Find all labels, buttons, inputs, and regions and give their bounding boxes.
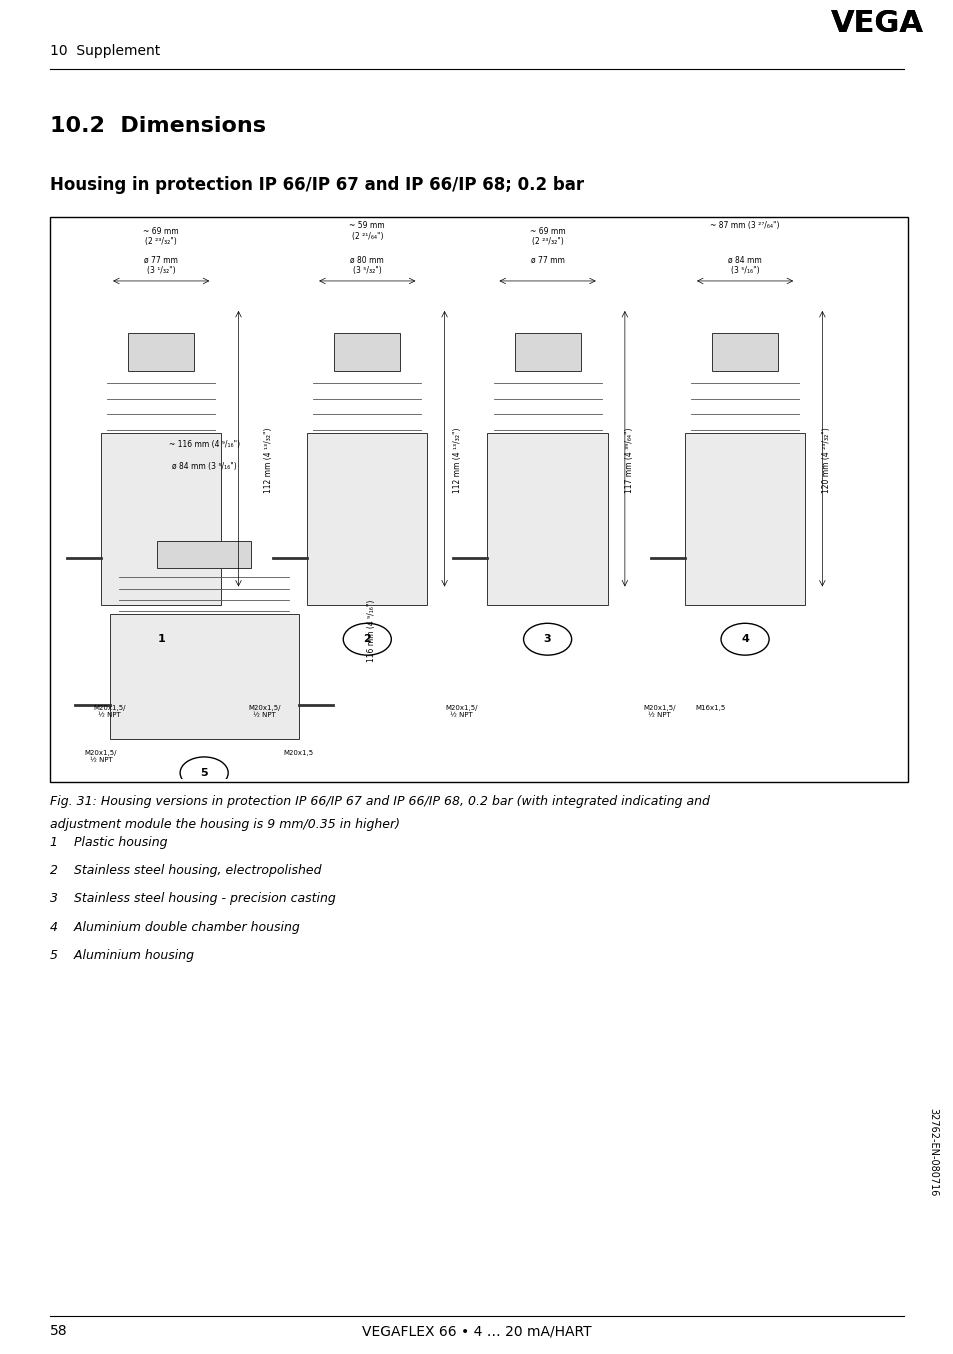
Text: M20x1,5/
½ NPT: M20x1,5/ ½ NPT — [248, 704, 280, 718]
Text: M20x1,5/
½ NPT: M20x1,5/ ½ NPT — [642, 704, 675, 718]
Text: 58: 58 — [50, 1324, 67, 1338]
Text: VEGA: VEGA — [832, 11, 925, 41]
Text: 3: 3 — [543, 634, 551, 645]
FancyBboxPatch shape — [307, 433, 427, 605]
Text: M20x1,5: M20x1,5 — [283, 750, 314, 756]
Text: adjustment module the housing is 9 mm/0.35 in higher): adjustment module the housing is 9 mm/0.… — [50, 818, 399, 831]
Text: 120 mm (4 ²³/₃₂"): 120 mm (4 ²³/₃₂") — [821, 428, 830, 493]
FancyBboxPatch shape — [101, 433, 221, 605]
Text: VEGA: VEGA — [830, 8, 923, 38]
Text: ~ 59 mm
(2 ²¹/₆₄"): ~ 59 mm (2 ²¹/₆₄") — [349, 221, 385, 241]
FancyBboxPatch shape — [50, 217, 907, 783]
Text: ø 80 mm
(3 ⁵/₃₂"): ø 80 mm (3 ⁵/₃₂") — [350, 256, 384, 275]
Text: VEGA: VEGA — [832, 5, 925, 35]
Text: VEGA: VEGA — [828, 11, 922, 41]
Text: 32762-EN-080716: 32762-EN-080716 — [927, 1108, 937, 1197]
Text: 2: 2 — [363, 634, 371, 645]
Text: Housing in protection IP 66/IP 67 and IP 66/IP 68; 0.2 bar: Housing in protection IP 66/IP 67 and IP… — [50, 176, 583, 194]
Text: Fig. 31: Housing versions in protection IP 66/IP 67 and IP 66/IP 68, 0.2 bar (wi: Fig. 31: Housing versions in protection … — [50, 795, 709, 808]
Text: M20x1,5/
½ NPT: M20x1,5/ ½ NPT — [93, 704, 126, 718]
Text: 117 mm (4 ³⁹/₆₄"): 117 mm (4 ³⁹/₆₄") — [624, 428, 633, 493]
Text: ø 77 mm: ø 77 mm — [530, 256, 564, 264]
Text: 10.2  Dimensions: 10.2 Dimensions — [50, 116, 265, 135]
Text: 112 mm (4 ¹³/₃₂"): 112 mm (4 ¹³/₃₂") — [453, 428, 461, 493]
Text: VEGA: VEGA — [830, 8, 923, 38]
FancyBboxPatch shape — [487, 433, 607, 605]
Text: 116 mm (4 ⁹/₁₆"): 116 mm (4 ⁹/₁₆") — [367, 600, 375, 662]
FancyBboxPatch shape — [334, 333, 400, 371]
FancyBboxPatch shape — [711, 333, 778, 371]
FancyBboxPatch shape — [110, 613, 298, 739]
Text: ~ 87 mm (3 ²⁷/₆₄"): ~ 87 mm (3 ²⁷/₆₄") — [710, 221, 779, 230]
Text: VEGA: VEGA — [828, 5, 922, 35]
Text: 1: 1 — [157, 634, 165, 645]
Text: ø 77 mm
(3 ¹/₃₂"): ø 77 mm (3 ¹/₃₂") — [144, 256, 178, 275]
FancyBboxPatch shape — [684, 433, 804, 605]
Text: M16x1,5: M16x1,5 — [695, 704, 725, 711]
Text: 4    Aluminium double chamber housing: 4 Aluminium double chamber housing — [50, 921, 299, 934]
Text: 4: 4 — [740, 634, 748, 645]
Text: 5: 5 — [200, 768, 208, 777]
Text: ~ 69 mm
(2 ²³/₃₂"): ~ 69 mm (2 ²³/₃₂") — [143, 227, 179, 246]
Text: M20x1,5/
½ NPT: M20x1,5/ ½ NPT — [445, 704, 477, 718]
Text: 112 mm (4 ¹³/₃₂"): 112 mm (4 ¹³/₃₂") — [264, 428, 273, 493]
Text: VEGAFLEX 66 • 4 … 20 mA/HART: VEGAFLEX 66 • 4 … 20 mA/HART — [362, 1324, 591, 1338]
Text: ø 84 mm (3 ⁵/₁₆"): ø 84 mm (3 ⁵/₁₆") — [172, 463, 236, 471]
Text: ~ 69 mm
(2 ²³/₃₂"): ~ 69 mm (2 ²³/₃₂") — [529, 227, 565, 246]
Text: 3    Stainless steel housing - precision casting: 3 Stainless steel housing - precision ca… — [50, 892, 335, 906]
Text: 10  Supplement: 10 Supplement — [50, 43, 160, 58]
Text: 2    Stainless steel housing, electropolished: 2 Stainless steel housing, electropolish… — [50, 864, 321, 877]
Text: 5    Aluminium housing: 5 Aluminium housing — [50, 949, 193, 961]
Text: 1    Plastic housing: 1 Plastic housing — [50, 835, 167, 849]
Text: ø 84 mm
(3 ⁵/₁₆"): ø 84 mm (3 ⁵/₁₆") — [727, 256, 761, 275]
Text: ~ 116 mm (4 ⁹/₁₆"): ~ 116 mm (4 ⁹/₁₆") — [169, 440, 239, 448]
Text: M20x1,5/
½ NPT: M20x1,5/ ½ NPT — [85, 750, 117, 764]
FancyBboxPatch shape — [128, 333, 194, 371]
FancyBboxPatch shape — [156, 540, 251, 569]
FancyBboxPatch shape — [514, 333, 580, 371]
